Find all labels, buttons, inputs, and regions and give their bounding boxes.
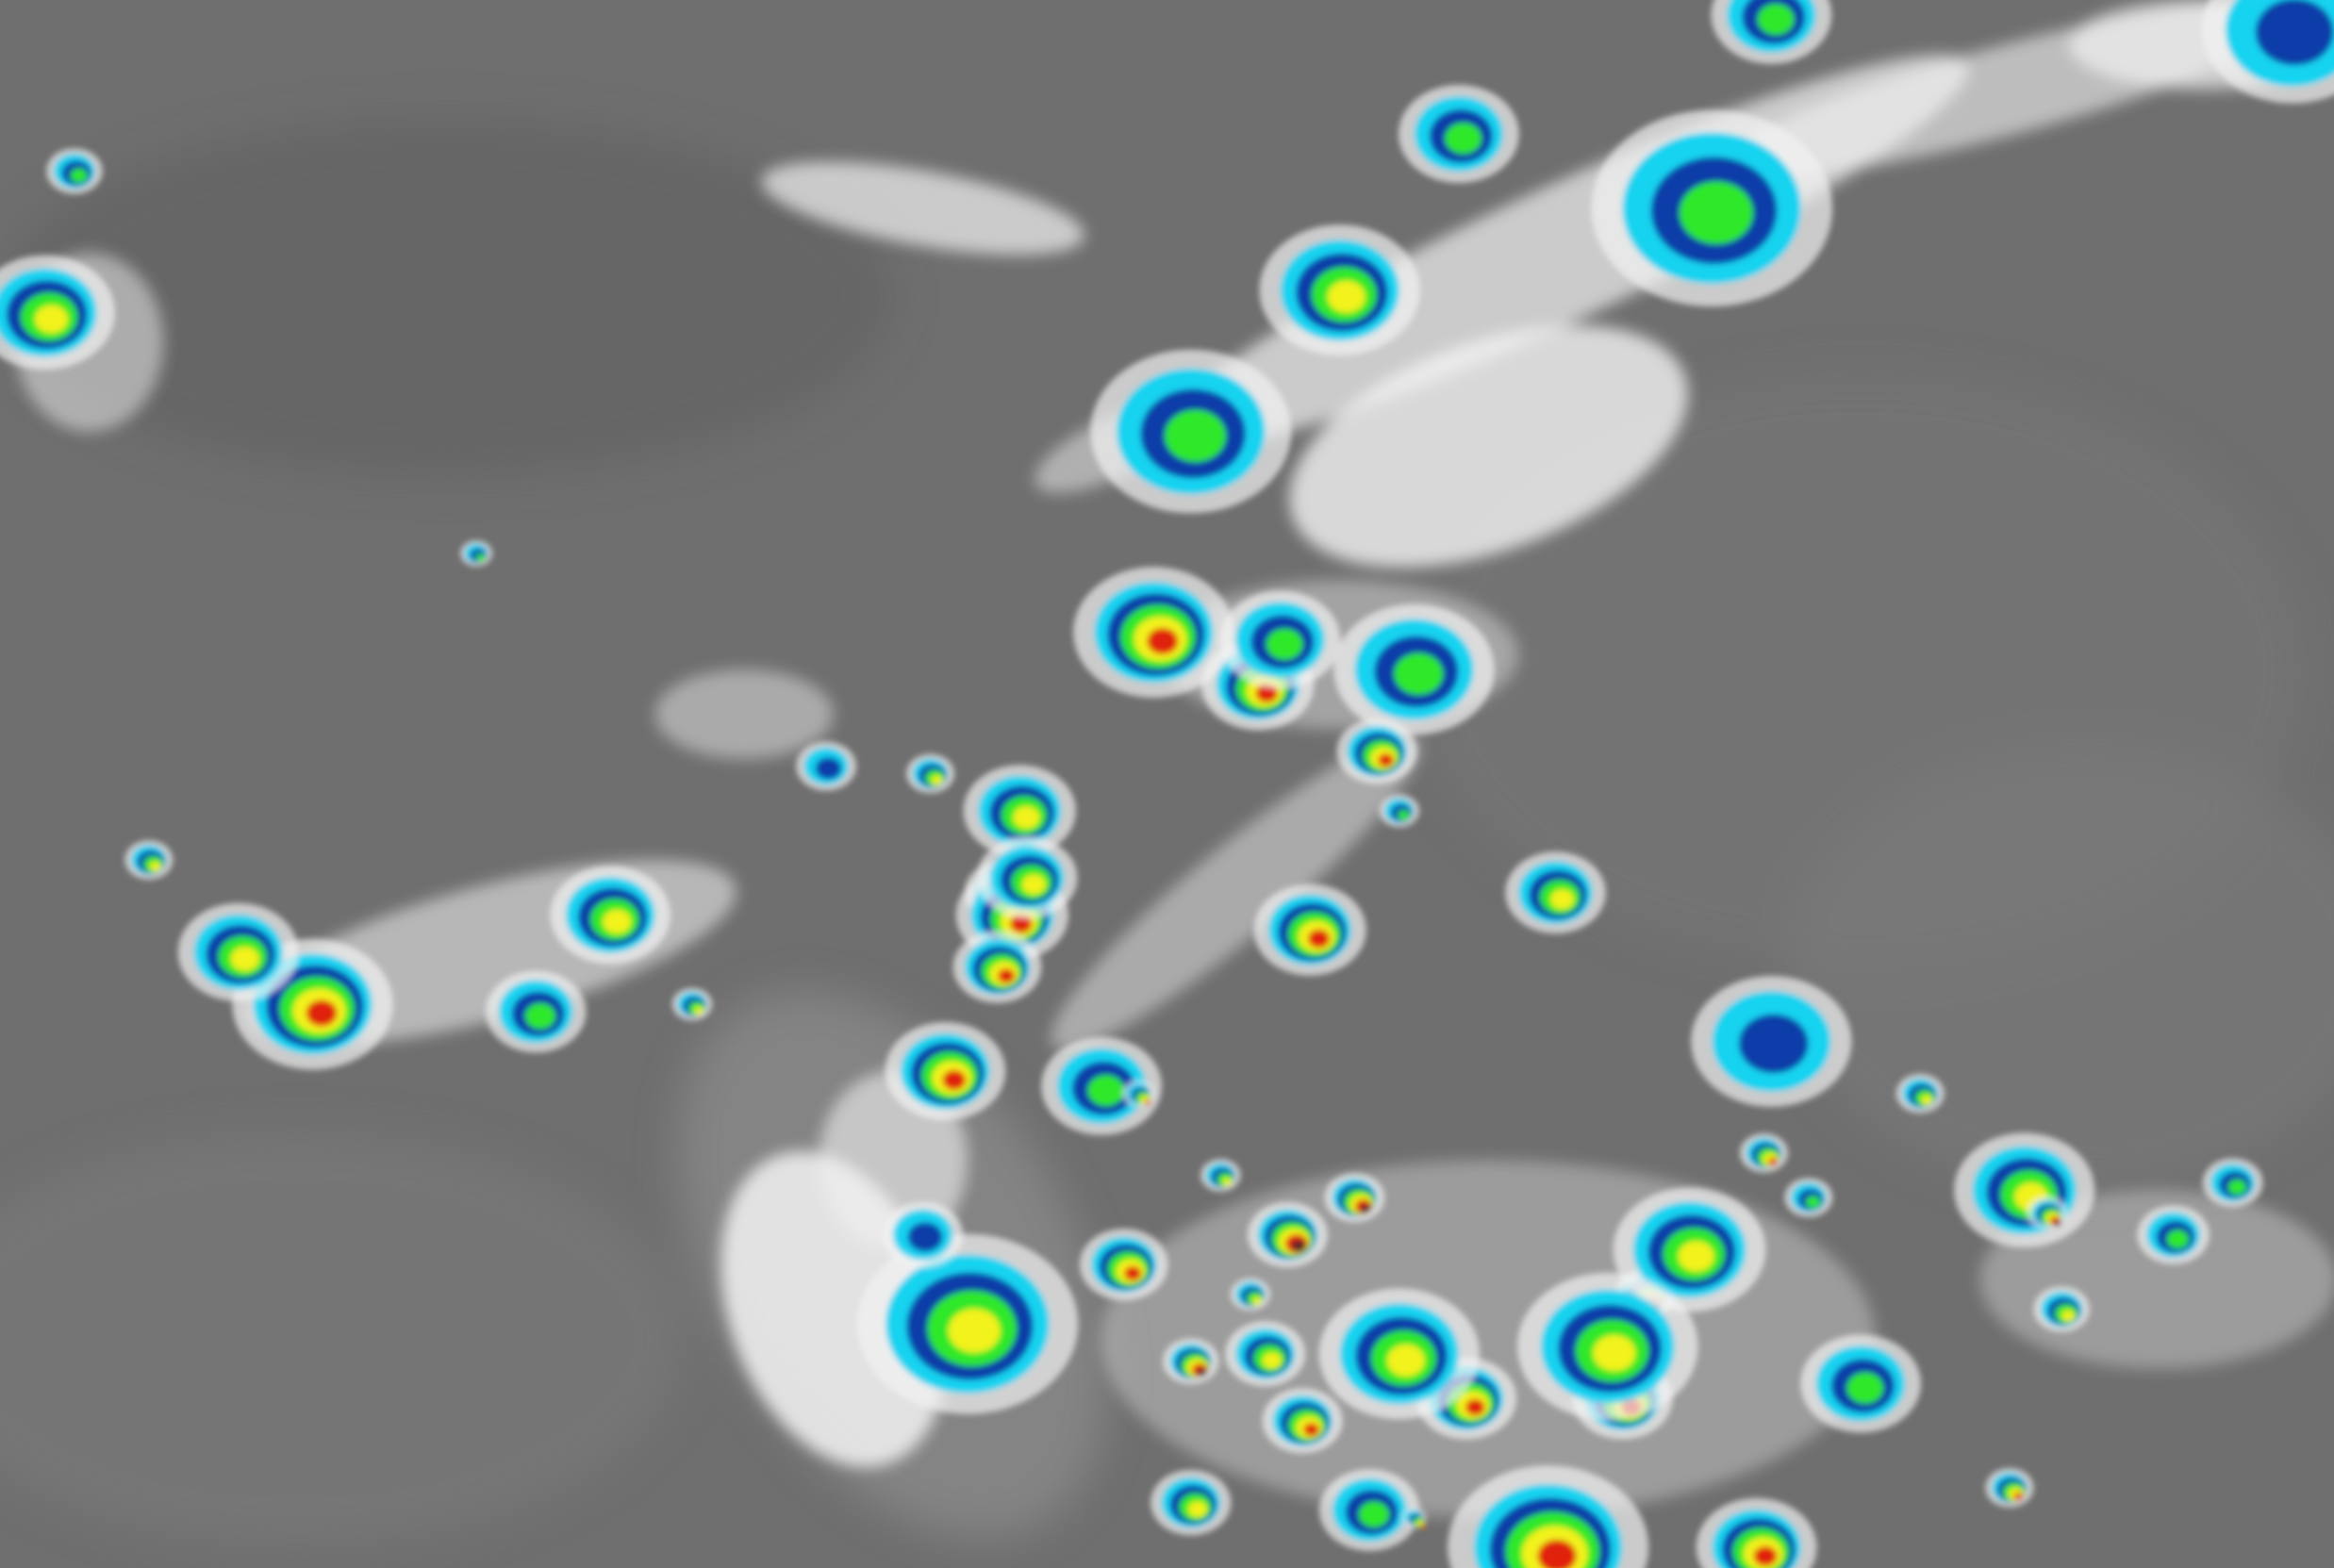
storm-cell-blue [1738,1014,1809,1074]
storm-cell-red [942,1070,967,1090]
storm-cell-green [1846,1372,1884,1404]
storm-cell-red [1303,1423,1319,1437]
storm-cell-core [1292,1240,1306,1252]
storm-cell-yellow [1550,889,1575,910]
storm-cell-green [1397,810,1410,821]
storm-cell-green [475,553,487,563]
storm-cell-yellow [2061,1310,2076,1322]
storm-cell-yellow [149,861,161,872]
cloud-band [654,669,834,759]
storm-cell-yellow [1251,1296,1263,1306]
storm-cell-yellow [1222,1178,1233,1186]
storm-cell-green [1394,652,1444,695]
storm-cell-red [1768,1158,1778,1166]
storm-cell-blue [815,757,842,780]
storm-cell-green [1164,409,1226,462]
storm-cell-yellow [230,947,259,971]
storm-cell-green [70,168,88,183]
storm-cell-green [524,1002,556,1030]
storm-cell-red [1378,753,1394,767]
storm-cell-red [1010,915,1033,933]
storm-cell-green [1087,1074,1125,1107]
storm-cell-green [1805,1196,1821,1209]
cloud-haze [0,1131,685,1547]
storm-cell-yellow [1013,806,1040,829]
storm-cell-green [1757,3,1795,36]
storm-cell-core [1197,1368,1207,1377]
storm-cell-yellow [1262,1352,1282,1369]
cloud-band [761,161,1084,256]
storm-cell-yellow [931,775,943,785]
storm-cell-blue [907,1222,943,1252]
storm-cell-green [1266,628,1303,660]
storm-cell-red [306,999,338,1027]
storm-cell-red [1308,929,1330,949]
cloud-band [1289,324,1688,568]
storm-cell-yellow [1678,1241,1714,1272]
storm-cell-yellow [1593,1334,1636,1372]
storm-cell-yellow [1921,1095,1933,1105]
cloud-haze [0,119,894,476]
storm-cell-core [1361,1204,1371,1213]
storm-cell-red [1537,1539,1577,1568]
storm-cell-yellow [1386,1344,1425,1377]
cloud-band [1051,735,1420,1049]
storm-cell-green [1358,1501,1390,1528]
storm-cell-yellow [1327,280,1366,313]
storm-cell-red [1124,1265,1142,1281]
storm-cell-core [2054,1220,2061,1227]
cloud-band [1101,1160,1876,1518]
storm-cell-red [1753,1545,1778,1566]
storm-cell-green [2166,1230,2189,1249]
storm-cell-green [1679,181,1753,244]
storm-cell-blue [2255,0,2334,66]
storm-cell-green [1445,123,1482,155]
storm-cell-yellow [603,909,632,934]
storm-cell-green [2227,1179,2247,1196]
storm-cell-red [1255,684,1278,702]
storm-cell-yellow [34,305,69,334]
storm-cell-yellow [1187,1501,1207,1518]
storm-cell-red [2013,1493,2024,1501]
storm-cell-yellow [948,1308,1001,1353]
storm-cell-red [998,968,1016,983]
storm-cell-red [1144,1099,1151,1105]
storm-cell-yellow [694,1006,704,1015]
storm-cell-yellow [1021,874,1046,895]
storm-cell-red [1465,1398,1485,1416]
storm-cell-red [1420,1524,1426,1528]
storm-cell-red [1147,628,1179,654]
